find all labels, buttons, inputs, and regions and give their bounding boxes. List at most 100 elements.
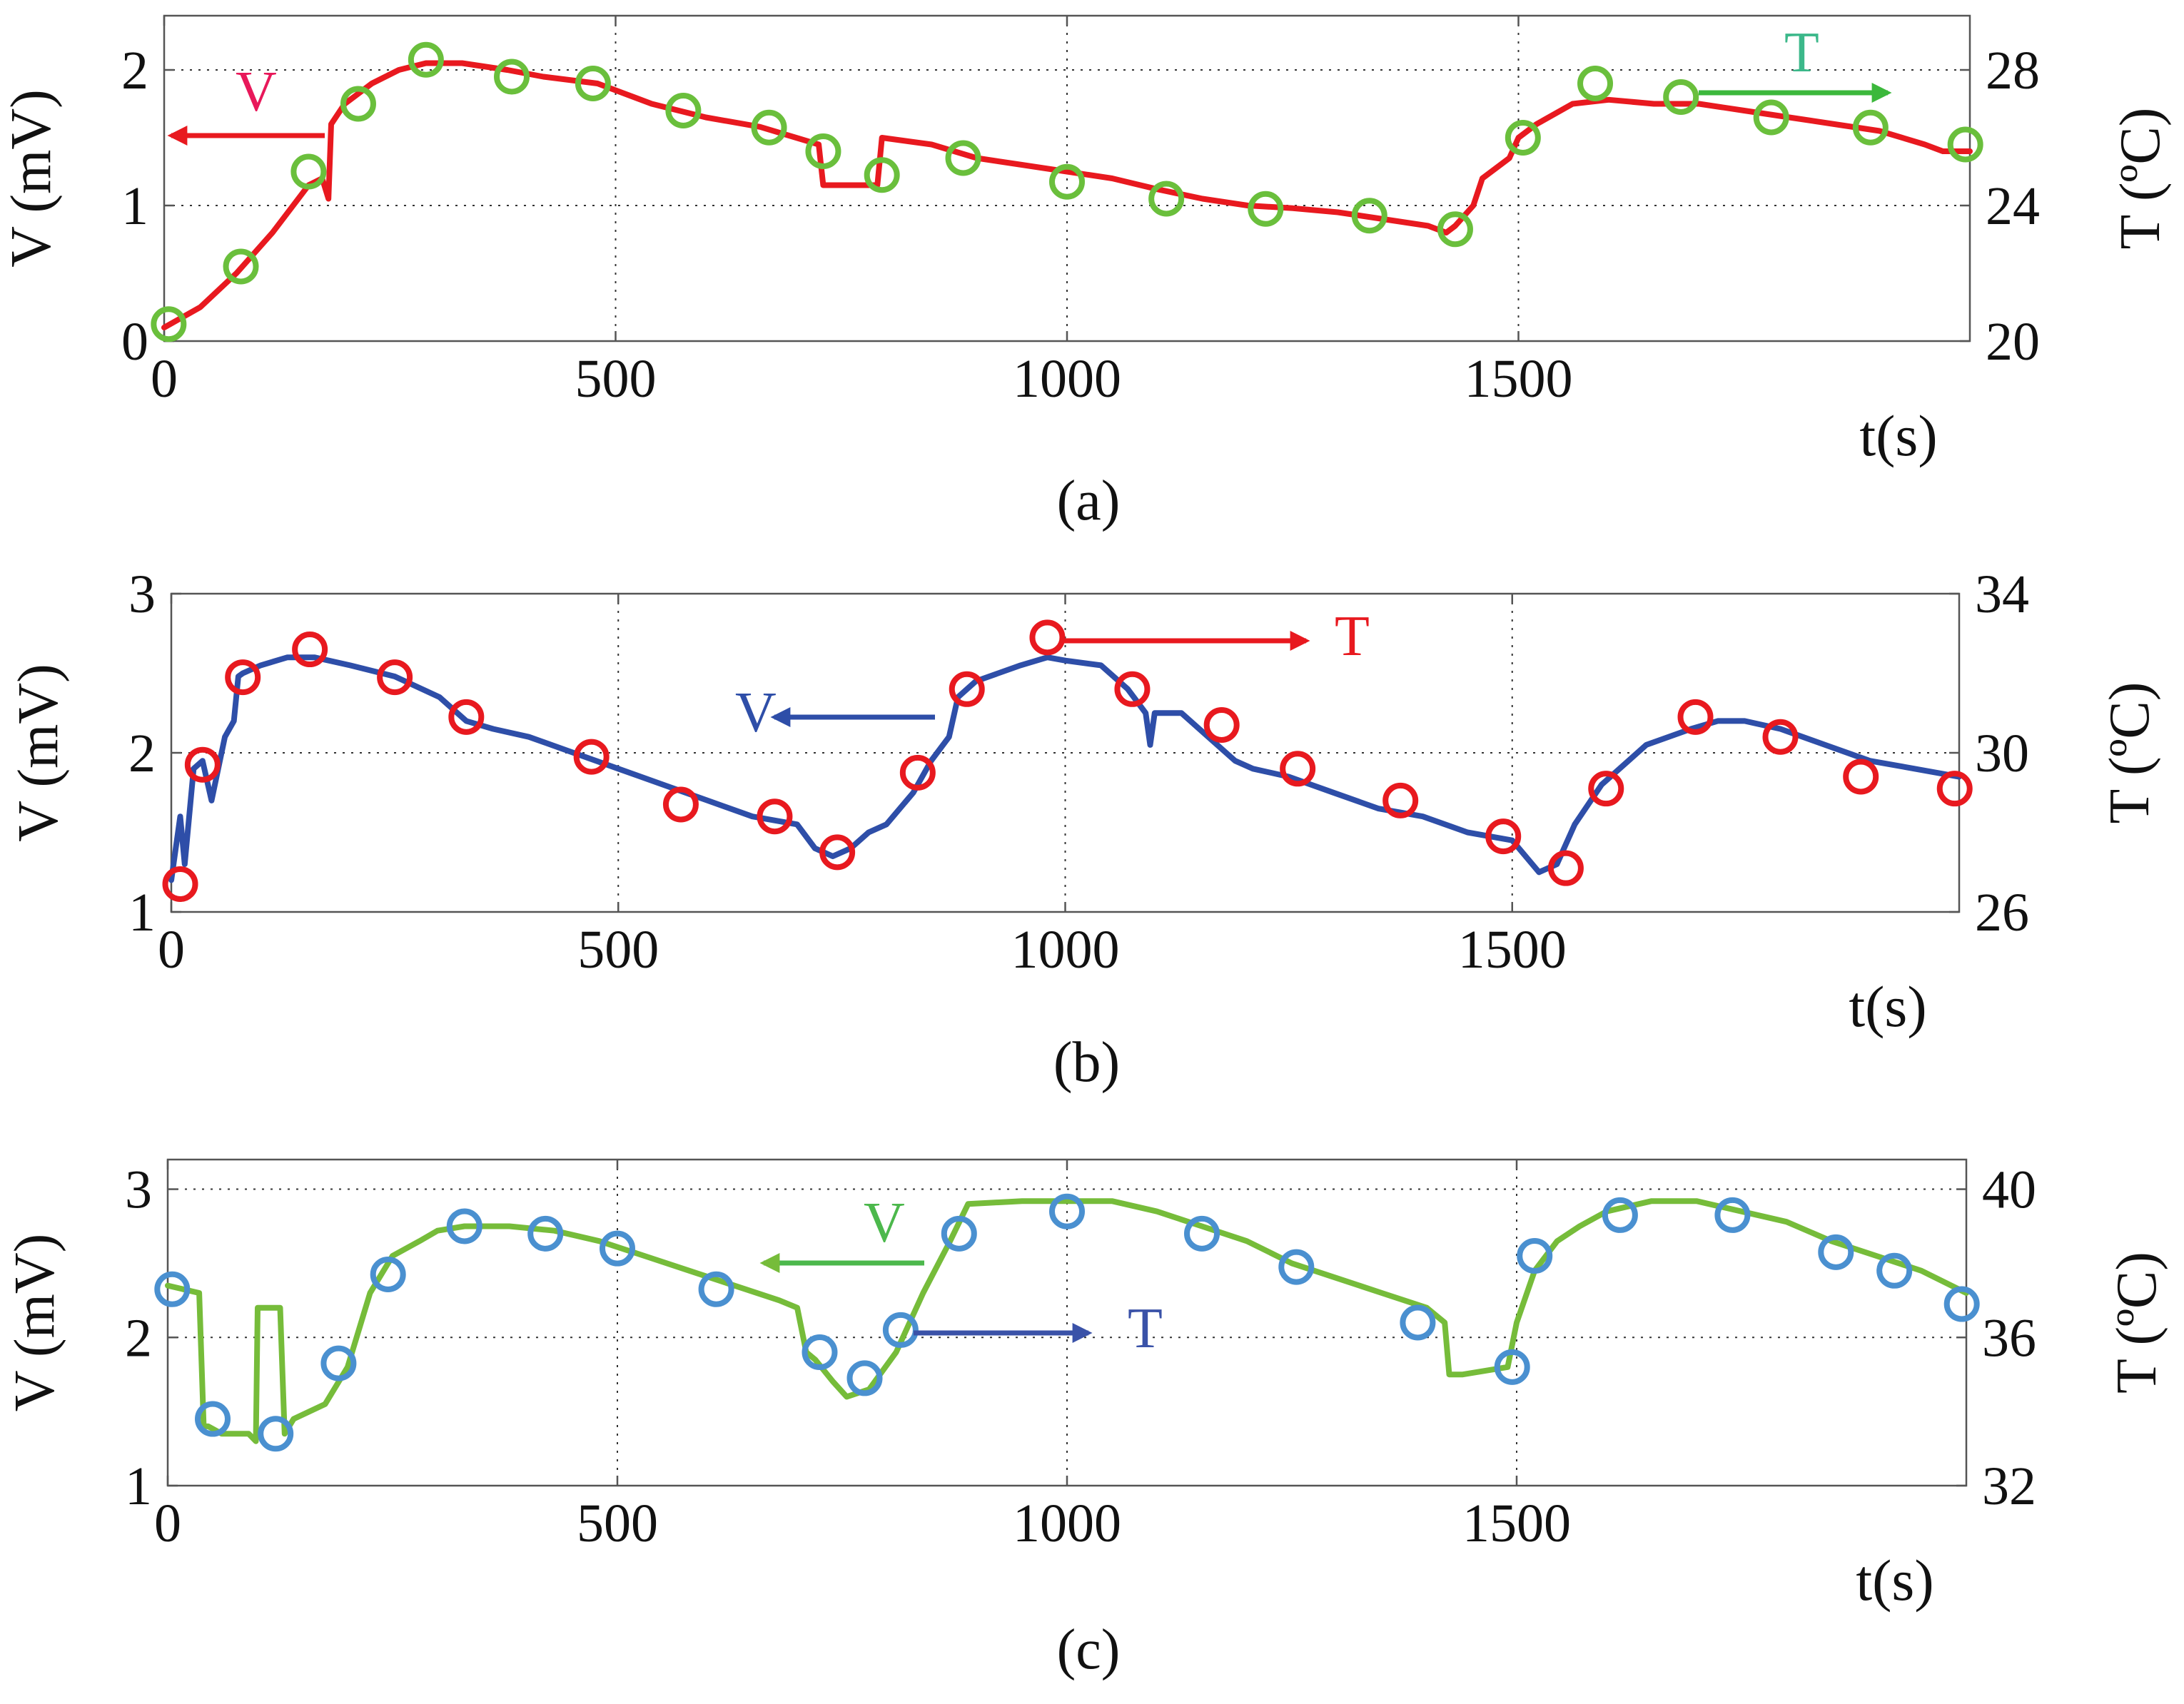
y-left-axis-label: V (mV) [0,89,63,268]
series-t-marker [223,248,259,285]
series-t-marker [1843,759,1879,795]
series-t-marker [846,1360,883,1396]
x-tick-label: 0 [154,1493,181,1553]
y-right-tick-label: 24 [1986,176,2040,236]
v-annotation-label: V [236,61,277,123]
series-t-marker [805,133,841,169]
panel-caption: (a) [1057,470,1121,532]
x-tick-label: 1500 [1462,1493,1571,1553]
series-t-marker [751,109,787,146]
series-t-marker [377,659,413,696]
series-t-marker [195,1401,231,1437]
x-tick-label: 500 [577,1493,658,1553]
series-t-marker [1753,99,1789,136]
series-t-marker [408,41,444,78]
chart-panel-b: 0 500 1000 1500 1 2 3 26 30 34 V (mV) T (ºC) t(s) V T (… [7,564,2161,1094]
chart-panel-a: 0 500 1000 1500 0 1 2 20 24 28 V (mV) T (ºC) t(s) V T (… [0,14,2172,532]
y-left-axis-label: V (mV) [7,664,70,842]
series-t-marker [1049,163,1085,200]
x-tick-label: 1500 [1458,920,1567,980]
series-t-marker [1762,719,1799,755]
series-t-marker [1818,1234,1854,1270]
series-t-marker [258,1416,294,1452]
series-t-marker [1876,1252,1913,1289]
series-t-marker [1029,619,1066,656]
series-t-marker [698,1271,734,1307]
t-annotation-label: T [1335,605,1370,668]
x-tick-label: 1000 [1013,1493,1121,1553]
series-t-marker [184,746,221,783]
series-t-marker [1485,818,1522,855]
y-left-tick-label: 3 [128,564,156,624]
y-left-tick-label: 2 [121,41,148,101]
series-t-marker [802,1334,838,1371]
series-t-marker [320,1345,357,1381]
chart-panel-c: 0 500 1000 1500 1 2 3 32 36 40 V (mV) T (ºC) t(s) V T (… [4,1158,2168,1681]
x-tick-label: 1500 [1465,349,1573,409]
series-t-marker [1148,181,1185,217]
series-t-marker [1947,126,1983,163]
series-t-marker [757,798,793,835]
y-left-tick-label: 3 [125,1160,152,1220]
series-t-marker [949,671,985,707]
series-t-marker [1248,191,1284,227]
y-left-tick-label: 2 [128,724,156,783]
series-t-marker [1184,1215,1220,1252]
x-tick-label: 1000 [1013,349,1121,409]
series-t-marker [1714,1197,1751,1233]
y-right-axis-label: T (ºC) [2109,108,2172,250]
v-annotation-label: V [735,681,777,744]
series-v-line [161,60,1973,330]
y-left-tick-label: 1 [128,883,156,943]
series-t-marker [1663,79,1699,115]
series-t-marker [370,1256,406,1292]
series-t-marker [1437,211,1473,248]
x-axis-label: t(s) [1849,974,1926,1039]
series-t-marker [1382,782,1419,818]
series-t-marker [1278,1249,1315,1285]
series-t-marker [1677,699,1714,735]
series-t-marker [1943,1286,1980,1322]
series-t-marker [1400,1304,1436,1341]
series-t-marker [448,699,485,735]
series-t-marker [1494,1349,1530,1385]
series-t-marker [573,739,610,775]
series-t-marker [1547,850,1584,886]
series-t-marker [575,66,611,101]
y-left-tick-label: 1 [125,1456,152,1516]
series-t-marker [819,834,856,871]
panel-caption: (b) [1053,1031,1120,1094]
y-right-tick-label: 20 [1986,312,2040,372]
series-t-marker [151,306,187,343]
series-t-marker [1588,771,1624,807]
t-annotation-label: T [1784,21,1819,84]
x-tick-label: 500 [575,349,657,409]
series-t-marker [162,866,198,902]
y-right-tick-label: 40 [1982,1160,2036,1220]
x-axis-label: t(s) [1859,403,1937,468]
y-left-axis-label: V (mV) [4,1234,66,1412]
y-right-tick-label: 36 [1982,1308,2036,1368]
series-t-marker [899,754,936,791]
x-tick-label: 0 [158,920,185,980]
series-t-marker [662,786,699,823]
y-right-tick-label: 34 [1975,564,2029,624]
y-left-tick-label: 1 [121,176,148,236]
series-t-marker [1049,1193,1085,1229]
v-annotation-label: V [864,1192,905,1254]
y-left-tick-label: 2 [125,1308,152,1368]
y-right-tick-label: 28 [1986,41,2040,101]
series-t-marker [665,93,702,128]
series-t-marker [945,140,981,176]
y-right-tick-label: 32 [1982,1456,2036,1516]
series-t-marker [225,659,261,696]
y-right-tick-label: 30 [1975,724,2029,783]
series-t-marker [882,1312,919,1348]
series-t-marker [1505,120,1541,156]
x-tick-label: 500 [577,920,659,980]
series-t-marker [1852,109,1889,146]
series-t-marker [600,1230,635,1267]
x-axis-label: t(s) [1856,1548,1933,1613]
